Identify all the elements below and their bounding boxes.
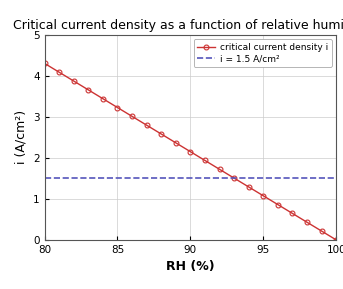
critical current density i xyxy=(203,159,207,162)
Line: critical current density i: critical current density i xyxy=(42,61,339,242)
critical current density i xyxy=(290,212,294,215)
critical current density i xyxy=(174,141,178,144)
critical current density i xyxy=(130,115,134,118)
critical current density i xyxy=(101,97,105,101)
critical current density i xyxy=(144,123,149,127)
critical current density i xyxy=(188,150,192,153)
critical current density i xyxy=(320,229,324,233)
critical current density i xyxy=(86,88,90,92)
Title: Critical current density as a function of relative humidity: Critical current density as a function o… xyxy=(13,19,343,32)
critical current density i xyxy=(159,132,163,136)
critical current density i xyxy=(334,238,338,242)
Legend: critical current density i, i = 1.5 A/cm²: critical current density i, i = 1.5 A/cm… xyxy=(193,39,332,67)
critical current density i xyxy=(276,203,280,206)
critical current density i xyxy=(115,106,119,109)
Y-axis label: i (A/cm²): i (A/cm²) xyxy=(14,110,27,164)
critical current density i xyxy=(232,176,236,180)
critical current density i xyxy=(57,71,61,74)
critical current density i xyxy=(261,194,265,197)
critical current density i xyxy=(43,62,47,65)
critical current density i xyxy=(217,168,222,171)
critical current density i xyxy=(305,221,309,224)
critical current density i xyxy=(72,79,76,83)
critical current density i xyxy=(247,185,251,189)
X-axis label: RH (%): RH (%) xyxy=(166,260,215,273)
